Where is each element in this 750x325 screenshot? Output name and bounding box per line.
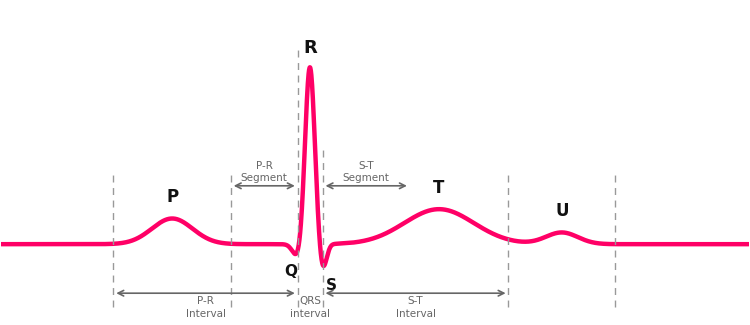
- Text: P-R
Segment: P-R Segment: [241, 161, 288, 183]
- Text: S-T
Interval: S-T Interval: [395, 296, 436, 319]
- Text: R: R: [303, 39, 316, 58]
- Text: U: U: [555, 202, 568, 220]
- Text: Q: Q: [284, 264, 297, 279]
- Text: P-R
Interval: P-R Interval: [185, 296, 226, 319]
- Text: QRS
interval: QRS interval: [290, 296, 330, 319]
- Text: S: S: [326, 278, 337, 293]
- Text: T: T: [433, 178, 445, 197]
- Text: P: P: [166, 188, 178, 206]
- Text: S-T
Segment: S-T Segment: [343, 161, 390, 183]
